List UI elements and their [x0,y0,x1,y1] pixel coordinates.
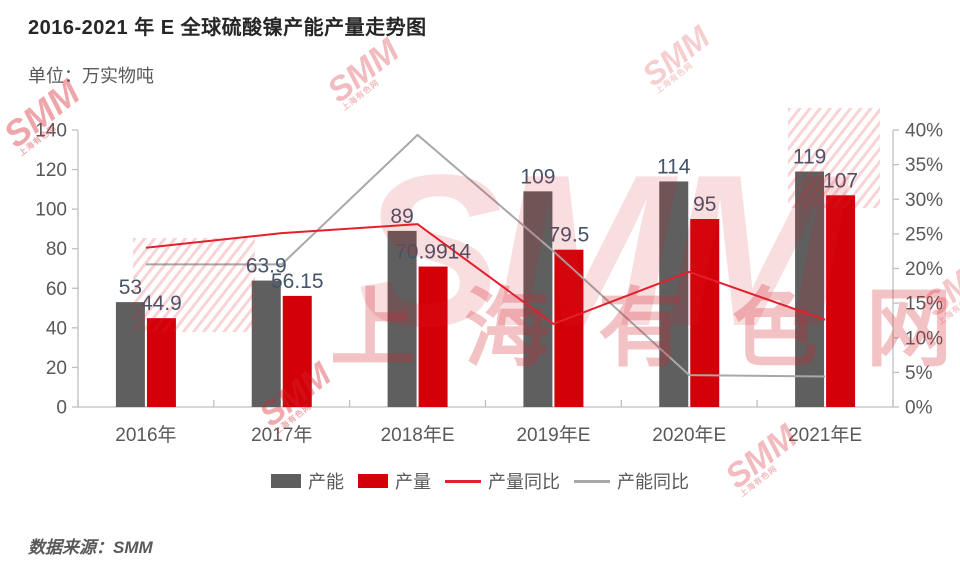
y2-axis-label: 15% [905,294,943,315]
capacity-bar [795,171,825,407]
capacity-bar [251,280,281,407]
production-bar [554,249,584,407]
unit-label: 单位：万实物吨 [28,66,154,86]
legend-swatch-line [574,479,610,483]
capacity-bar [115,302,145,407]
y-axis-label: 20 [46,358,67,379]
y2-axis-label: 10% [905,328,943,349]
y2-axis-label: 40% [905,121,943,142]
x-axis-label: 2019年E [516,424,590,446]
y-axis-label: 140 [35,121,67,142]
legend-item-2: 产量 [358,468,431,494]
production-data-label: 70.9914 [395,241,471,264]
production-bar [146,318,176,407]
y-axis-label: 100 [35,200,67,221]
y2-axis-label: 20% [905,259,943,280]
production-bar [282,295,312,407]
capacity-data-label: 63.9 [246,255,287,278]
legend-item-1: 产能 [271,468,344,494]
production-bar [690,219,720,407]
y-axis-label: 0 [56,398,67,419]
legend-label: 产能同比 [617,472,689,492]
legend-swatch-line [445,479,481,483]
production-data-label: 95 [693,193,716,216]
production-data-label: 107 [823,169,858,192]
production-data-label: 44.9 [141,292,182,315]
x-axis-label: 2020年E [652,424,726,446]
capacity-bar [523,191,553,407]
data-source: 数据来源：SMM [28,538,153,557]
legend: 产能 产量 产量同比 产能同比 [0,468,960,494]
chart-title: 2016-2021 年 E 全球硫酸镍产能产量走势图 [28,17,427,39]
legend-swatch-rect [358,474,388,488]
y2-axis-label: 0% [905,398,933,419]
legend-item-4: 产能同比 [574,468,689,494]
capacity-bar [387,230,417,407]
x-axis-label: 2016年 [115,424,176,446]
y-axis-label: 120 [35,160,67,181]
capacity-data-label: 53 [119,276,142,299]
legend-label: 产量 [395,472,431,492]
y2-axis-label: 30% [905,190,943,211]
production-data-label: 56.15 [271,270,324,293]
legend-label: 产能 [308,472,344,492]
production-data-label: 79.5 [548,224,589,247]
x-axis-label: 2021年E [788,424,862,446]
production-yoy-line [145,223,826,326]
y-axis-label: 80 [46,239,67,260]
legend-swatch-rect [271,474,301,488]
capacity-data-label: 89 [390,205,413,228]
x-axis-label: 2017年 [251,424,312,446]
capacity-yoy-line [145,133,826,378]
capacity-data-label: 114 [657,155,691,178]
capacity-data-label: 109 [520,165,555,188]
y-axis-label: 60 [46,279,67,300]
legend-item-3: 产量同比 [445,468,560,494]
capacity-bar [659,181,689,407]
y-axis-label: 40 [46,318,67,339]
y2-axis-label: 5% [905,363,933,384]
capacity-data-label: 119 [793,146,826,169]
legend-label: 产量同比 [488,472,560,492]
production-bar [826,195,856,407]
production-bar [418,266,448,407]
y2-axis-label: 25% [905,224,943,245]
y2-axis-label: 35% [905,155,943,176]
x-axis-label: 2018年E [381,424,455,446]
